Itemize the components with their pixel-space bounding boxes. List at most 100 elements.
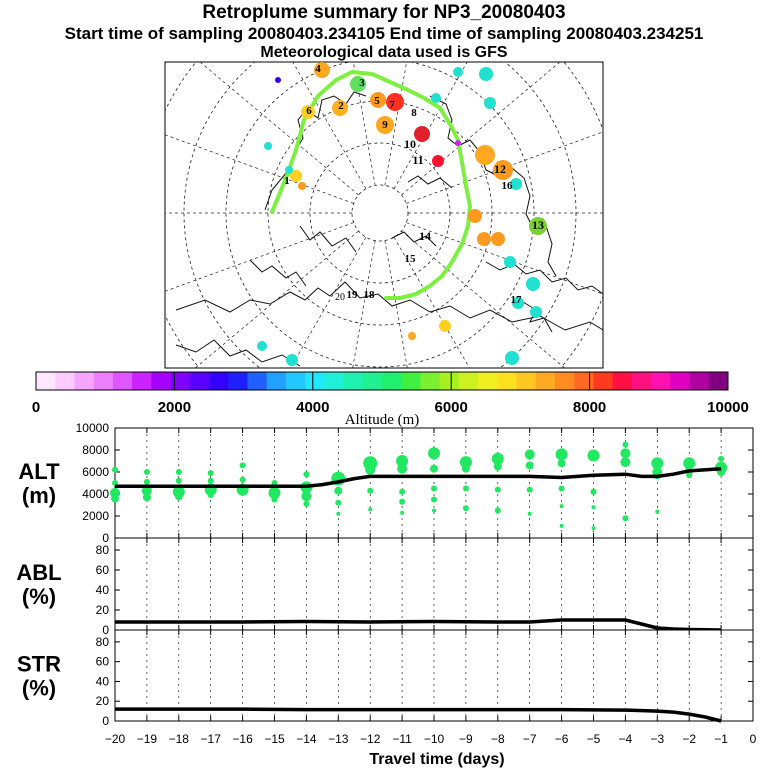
- y-axis-label-unit: (%): [22, 676, 56, 701]
- colorbar-swatch: [36, 372, 56, 390]
- y-tick-label: 20: [96, 694, 110, 708]
- altitude-spread-point: [494, 507, 501, 514]
- colorbar-swatch: [670, 372, 691, 390]
- altitude-marker: [386, 93, 404, 111]
- altitude-marker: [257, 341, 267, 351]
- altitude-spread-point: [462, 485, 469, 492]
- day-label: 4: [315, 63, 321, 75]
- colorbar-tick-label: 4000: [296, 399, 329, 416]
- str-series-line: [115, 707, 722, 723]
- altitude-spread-point: [239, 476, 246, 483]
- altitude-marker: [475, 145, 495, 165]
- colorbar-swatch: [555, 372, 575, 390]
- y-axis-label-unit: (%): [22, 584, 56, 609]
- colorbar-swatch: [439, 372, 460, 390]
- meridian-line: [353, 62, 376, 186]
- altitude-spread-point: [524, 449, 535, 460]
- colorbar-title: Altitude (m): [345, 412, 420, 428]
- colorbar-swatch: [74, 372, 95, 390]
- meteorological-data-note: Meteorological data used is GFS: [260, 44, 508, 61]
- x-tick-label: −10: [424, 732, 445, 746]
- meridian-line: [292, 62, 367, 189]
- map-frame: [164, 61, 604, 369]
- alt-series-line: [115, 466, 722, 489]
- colorbar-swatch: [708, 372, 729, 390]
- day-label: 6: [306, 105, 312, 117]
- y-tick-label: 6000: [82, 465, 109, 479]
- day-label: 8: [411, 107, 417, 119]
- altitude-marker: [431, 93, 441, 103]
- meridian-line: [406, 222, 603, 295]
- altitude-spread-point: [718, 455, 725, 462]
- altitude-marker: [526, 277, 540, 291]
- colorbar-swatch: [516, 372, 537, 390]
- altitude-marker: [479, 67, 493, 81]
- altitude-spread-point: [655, 509, 660, 514]
- y-tick-label: 40: [96, 674, 110, 688]
- colorbar-swatch: [593, 372, 614, 390]
- altitude-spread-point: [591, 505, 596, 510]
- altitude-spread-point: [559, 504, 564, 509]
- y-axis-label: ALT: [18, 459, 60, 484]
- altitude-spread-point: [491, 452, 504, 465]
- altitude-spread-point: [112, 466, 118, 473]
- colorbar-tick-label: 2000: [158, 399, 191, 416]
- altitude-marker: [350, 76, 366, 92]
- altitude-spread-point: [111, 494, 119, 503]
- altitude-spread-point: [651, 457, 664, 470]
- x-tick-label: −7: [523, 732, 537, 746]
- altitude-marker: [530, 306, 542, 318]
- day-label: 13: [532, 218, 544, 232]
- colorbar-swatch: [612, 372, 633, 390]
- altitude-spread-point: [587, 449, 600, 462]
- x-tick-label: −20: [105, 732, 126, 746]
- meridian-line: [165, 134, 354, 204]
- abl-series-line: [115, 618, 722, 632]
- y-axis-label: ABL: [16, 560, 61, 585]
- y-tick-label: 60: [96, 563, 110, 577]
- altitude-spread-point: [559, 523, 564, 528]
- altitude-spread-point: [591, 526, 596, 531]
- altitude-spread-point: [494, 486, 501, 493]
- altitude-spread-point: [396, 455, 409, 467]
- x-tick-label: −13: [328, 732, 349, 746]
- colorbar-swatch: [631, 372, 652, 390]
- y-tick-label: 2000: [82, 509, 109, 523]
- altitude-spread-point: [334, 486, 343, 495]
- colorbar-swatch: [285, 372, 306, 390]
- altitude-marker: [370, 92, 386, 108]
- day-label: 14: [419, 229, 431, 243]
- meridian-line: [384, 240, 408, 368]
- altitude-marker: [510, 178, 522, 190]
- colorbar-tick-label: 8000: [573, 399, 606, 416]
- colorbar-swatch: [401, 372, 421, 390]
- altitude-spread-point: [175, 469, 182, 475]
- altitude-marker: [432, 155, 444, 167]
- x-tick-label: −17: [201, 732, 222, 746]
- y-axis-label-unit: (m): [22, 483, 56, 508]
- str-frame: [114, 629, 754, 722]
- altitude-spread-point: [143, 469, 150, 475]
- day-label: 7: [389, 99, 395, 111]
- colorbar-swatch: [343, 372, 364, 390]
- altitude-marker: [264, 142, 272, 150]
- abl-frame: [114, 537, 754, 631]
- y-axis-label: STR: [17, 652, 61, 677]
- altitude-spread-point: [174, 492, 183, 501]
- trajectory-path: [270, 70, 472, 300]
- altitude-spread-point: [399, 498, 406, 505]
- altitude-spread-point: [142, 493, 151, 502]
- day-label: 17: [511, 294, 523, 306]
- altitude-marker: [468, 209, 482, 223]
- x-tick-label: −5: [587, 732, 601, 746]
- altitude-spread-point: [207, 470, 214, 477]
- colorbar-swatch: [247, 372, 268, 390]
- x-tick-label: −12: [360, 732, 381, 746]
- x-tick-label: −18: [169, 732, 190, 746]
- colorbar-tick-label: 10000: [707, 399, 749, 416]
- altitude-spread-point: [365, 464, 376, 475]
- x-tick-label: 0: [750, 732, 757, 746]
- x-tick-label: −9: [459, 732, 473, 746]
